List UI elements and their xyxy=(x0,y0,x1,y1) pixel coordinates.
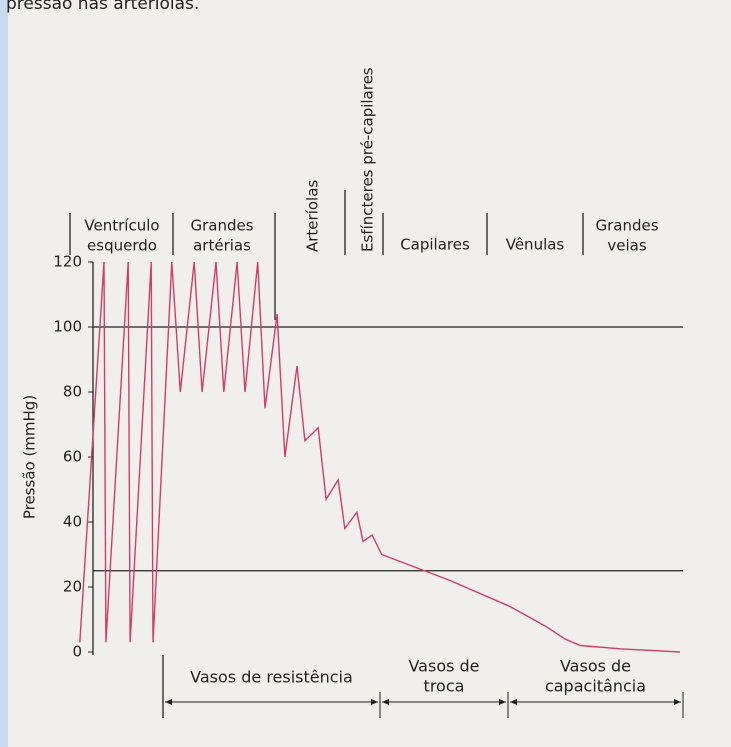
group-label: Vasos de xyxy=(560,657,631,676)
y-tick-label: 40 xyxy=(63,513,82,531)
group-label: Vasos de xyxy=(408,657,479,676)
region-label: Grandes xyxy=(595,217,658,235)
region-label: Esfíncteres pré-capilares xyxy=(359,67,377,252)
region-label: Arteríolas xyxy=(304,180,322,252)
group-label: capacitância xyxy=(545,677,646,696)
caption-fragment: pressão nas arteríolas. xyxy=(6,0,199,14)
region-label: Vênulas xyxy=(506,236,565,254)
y-tick-label: 0 xyxy=(72,643,82,661)
y-tick-label: 100 xyxy=(53,318,82,336)
y-tick-label: 120 xyxy=(53,253,82,271)
y-tick-label: 80 xyxy=(63,383,82,401)
pressure-line xyxy=(80,262,680,652)
y-tick-label: 20 xyxy=(63,578,82,596)
page: pressão nas arteríolas. Pressão (mmHg) 0… xyxy=(0,0,731,747)
edge-band xyxy=(0,0,8,747)
region-label: Ventrículo xyxy=(84,217,159,235)
y-tick-label: 60 xyxy=(63,448,82,466)
region-label: veias xyxy=(607,237,646,255)
region-label: Capilares xyxy=(400,236,470,254)
region-label: Grandes xyxy=(190,217,253,235)
group-label: troca xyxy=(424,677,465,696)
chart: pressão nas arteríolas. Pressão (mmHg) 0… xyxy=(0,0,731,747)
region-label: esquerdo xyxy=(87,237,157,255)
group-label: Vasos de resistência xyxy=(190,668,353,687)
region-label: artérias xyxy=(193,237,251,255)
y-axis-label: Pressão (mmHg) xyxy=(21,395,39,519)
